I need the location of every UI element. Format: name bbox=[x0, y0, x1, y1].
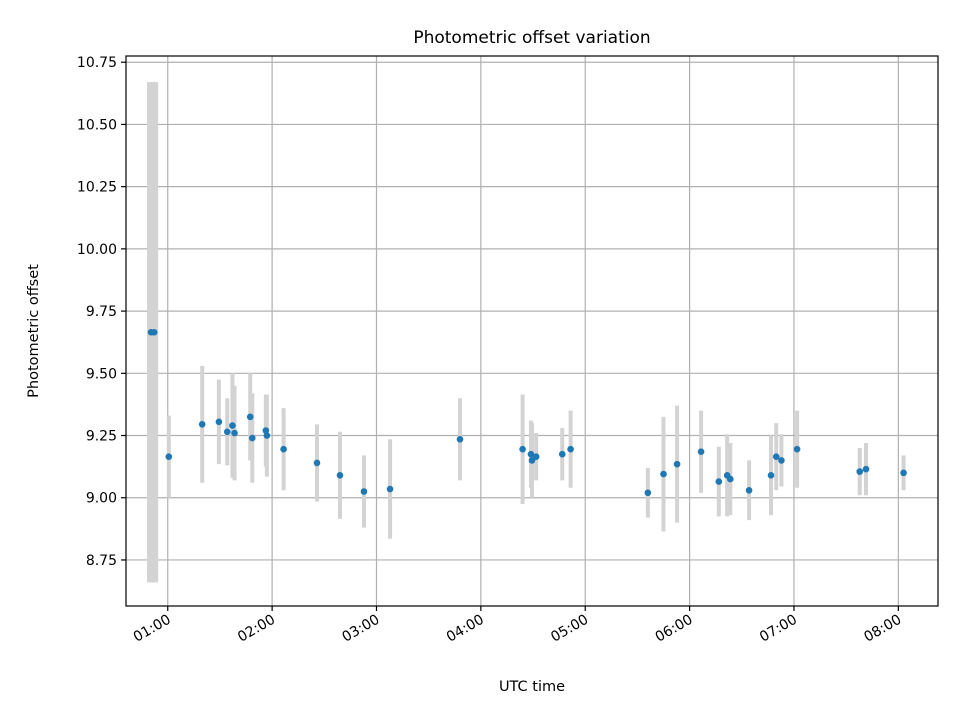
x-axis-label: UTC time bbox=[499, 679, 565, 695]
data-point bbox=[246, 413, 254, 421]
y-tick-label: 8.75 bbox=[86, 553, 117, 569]
data-point bbox=[900, 469, 907, 477]
point-layer bbox=[147, 328, 907, 497]
y-tick-label: 9.50 bbox=[86, 366, 117, 382]
chart-title: Photometric offset variation bbox=[413, 28, 650, 48]
data-point bbox=[313, 459, 321, 467]
y-tick-label: 10.75 bbox=[77, 55, 117, 71]
data-point bbox=[336, 472, 344, 479]
y-tick-label: 9.25 bbox=[86, 429, 117, 445]
data-point bbox=[519, 445, 526, 453]
data-point bbox=[248, 434, 256, 442]
data-point bbox=[527, 450, 535, 458]
data-point bbox=[165, 453, 173, 460]
data-point bbox=[558, 450, 566, 458]
axes-frame bbox=[125, 55, 939, 607]
data-point bbox=[767, 472, 775, 479]
data-point bbox=[360, 488, 368, 495]
data-point bbox=[229, 422, 236, 429]
data-point bbox=[727, 475, 734, 483]
y-axis-label: Photometric offset bbox=[26, 264, 42, 398]
data-point bbox=[532, 453, 540, 460]
y-tick-label: 9.75 bbox=[86, 304, 117, 320]
data-point bbox=[280, 445, 287, 453]
data-point bbox=[778, 457, 785, 464]
grid-layer bbox=[126, 56, 938, 606]
data-point bbox=[567, 445, 574, 453]
y-tick-label: 10.00 bbox=[77, 242, 117, 258]
data-point bbox=[862, 465, 870, 473]
data-point bbox=[456, 435, 464, 443]
data-point bbox=[231, 429, 238, 437]
data-point bbox=[223, 428, 231, 436]
y-tick-label: 9.00 bbox=[86, 491, 117, 507]
data-point bbox=[644, 489, 652, 497]
data-point bbox=[673, 460, 681, 468]
data-point bbox=[697, 448, 705, 456]
data-point bbox=[150, 328, 158, 336]
data-point bbox=[262, 427, 270, 434]
data-point bbox=[198, 421, 206, 428]
data-point bbox=[856, 468, 864, 475]
data-point bbox=[263, 432, 271, 439]
data-point bbox=[215, 418, 223, 426]
data-point bbox=[772, 453, 780, 460]
data-point bbox=[660, 470, 667, 478]
data-point bbox=[793, 445, 801, 453]
data-point bbox=[745, 486, 753, 494]
data-point bbox=[715, 478, 723, 485]
y-tick-label: 10.50 bbox=[77, 117, 117, 133]
data-point bbox=[386, 485, 394, 493]
y-tick-label: 10.25 bbox=[77, 180, 117, 196]
